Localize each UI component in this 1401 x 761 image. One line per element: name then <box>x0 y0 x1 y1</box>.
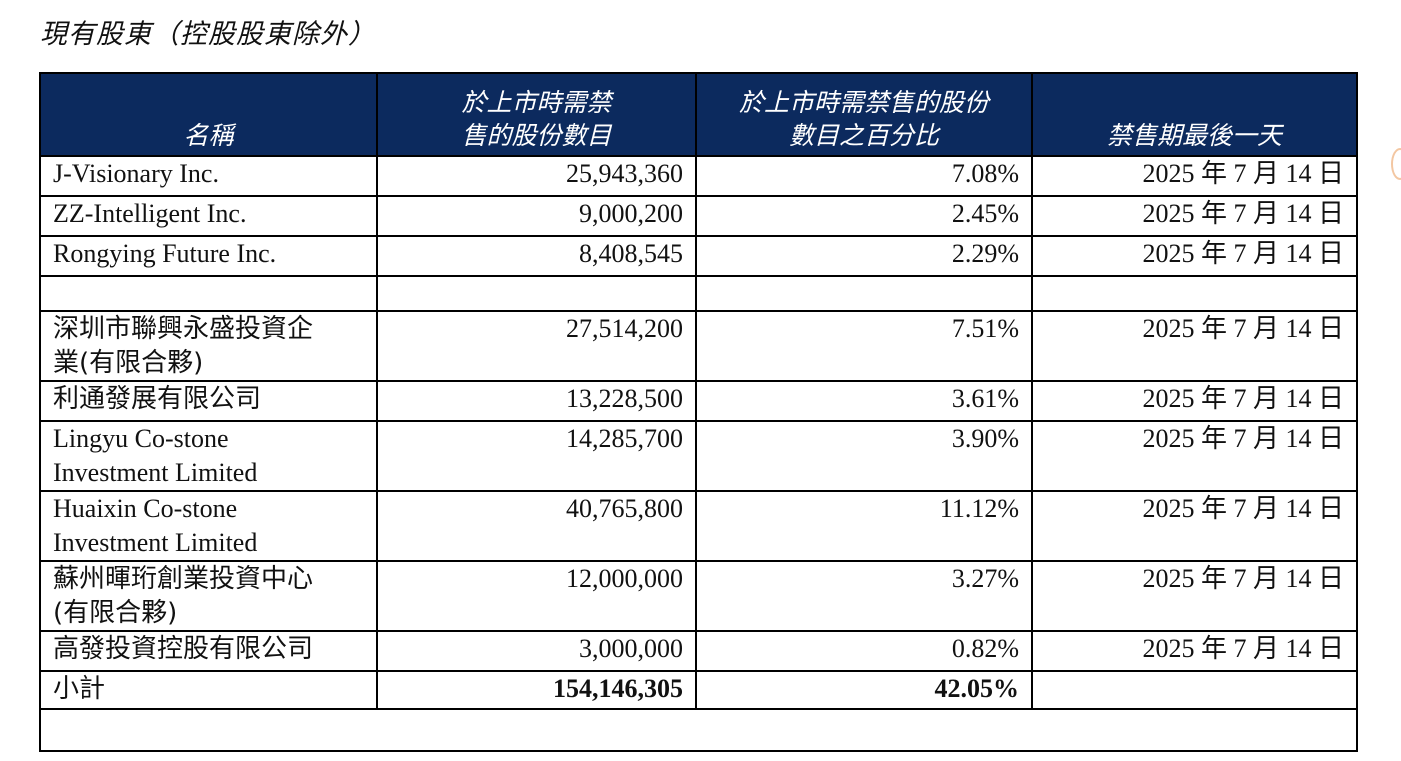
locked-shares: 12,000,000 <box>376 560 697 632</box>
shareholder-name: J-Visionary Inc. <box>39 155 378 197</box>
locked-percentage: 2.29% <box>695 235 1033 277</box>
shareholder-name: 利通發展有限公司 <box>39 380 378 422</box>
shareholder-name: 深圳市聯興永盛投資企 業(有限合夥) <box>39 310 378 382</box>
locked-shares: 9,000,200 <box>376 195 697 237</box>
shareholder-name: ZZ-Intelligent Inc. <box>39 195 378 237</box>
subtotal-percentage: 42.05% <box>695 670 1033 710</box>
table-row: 深圳市聯興永盛投資企 業(有限合夥) 27,514,200 7.51% 2025… <box>39 310 1358 382</box>
lock-up-end-date: 2025 年 7 月 14 日 <box>1031 235 1358 277</box>
blank-cell <box>1031 275 1358 312</box>
locked-percentage: 11.12% <box>695 490 1033 562</box>
lock-up-end-date: 2025 年 7 月 14 日 <box>1031 310 1358 382</box>
shareholder-name-line1: 深圳市聯興永盛投資企 <box>53 314 314 344</box>
shareholder-name: 蘇州暉珩創業投資中心 (有限合夥) <box>39 560 378 632</box>
blank-cell <box>39 275 378 312</box>
lock-up-end-date: 2025 年 7 月 14 日 <box>1031 490 1358 562</box>
locked-shares: 14,285,700 <box>376 420 697 492</box>
lock-up-end-date: 2025 年 7 月 14 日 <box>1031 630 1358 672</box>
shareholder-name-line1: Lingyu Co-stone <box>53 424 229 453</box>
page-edge-mark-icon <box>1391 148 1401 180</box>
shareholder-name-line2: Investment Limited <box>53 458 258 487</box>
shareholder-name: Huaixin Co-stone Investment Limited <box>39 490 378 562</box>
locked-shares: 8,408,545 <box>376 235 697 277</box>
lock-up-end-date: 2025 年 7 月 14 日 <box>1031 560 1358 632</box>
table-row: ZZ-Intelligent Inc. 9,000,200 2.45% 2025… <box>39 195 1358 237</box>
table-row: J-Visionary Inc. 25,943,360 7.08% 2025 年… <box>39 155 1358 197</box>
lock-up-end-date: 2025 年 7 月 14 日 <box>1031 420 1358 492</box>
shareholder-name: Rongying Future Inc. <box>39 235 378 277</box>
header-last-day: 禁售期最後一天 <box>1031 72 1358 157</box>
locked-percentage: 3.61% <box>695 380 1033 422</box>
shareholder-name-line1: Huaixin Co-stone <box>53 494 238 523</box>
locked-percentage: 7.08% <box>695 155 1033 197</box>
locked-shares: 25,943,360 <box>376 155 697 197</box>
shareholder-name-line2: (有限合夥) <box>53 598 178 628</box>
locked-percentage: 2.45% <box>695 195 1033 237</box>
shareholder-name: Lingyu Co-stone Investment Limited <box>39 420 378 492</box>
locked-percentage: 3.90% <box>695 420 1033 492</box>
shareholder-name-line1: 蘇州暉珩創業投資中心 <box>53 564 314 594</box>
header-shares: 於上市時需禁 售的股份數目 <box>376 72 697 157</box>
lock-up-table: 名稱 於上市時需禁 售的股份數目 於上市時需禁售的股份 數目之百分比 禁售期最後… <box>39 72 1358 752</box>
locked-shares: 13,228,500 <box>376 380 697 422</box>
blank-row <box>39 275 1358 312</box>
shareholder-name-line2: 業(有限合夥) <box>53 348 204 378</box>
header-pct-line2: 數目之百分比 <box>788 121 939 150</box>
section-title: 現有股東（控股股東除外） <box>40 19 376 50</box>
subtotal-row: 小計 154,146,305 42.05% <box>39 670 1358 710</box>
blank-cell <box>695 275 1033 312</box>
table-row: Rongying Future Inc. 8,408,545 2.29% 202… <box>39 235 1358 277</box>
table-row: Huaixin Co-stone Investment Limited 40,7… <box>39 490 1358 562</box>
lock-up-end-date: 2025 年 7 月 14 日 <box>1031 195 1358 237</box>
subtotal-empty-cell <box>1031 670 1358 710</box>
subtotal-shares: 154,146,305 <box>376 670 697 710</box>
table-row: 蘇州暉珩創業投資中心 (有限合夥) 12,000,000 3.27% 2025 … <box>39 560 1358 632</box>
trailing-cell <box>39 708 1358 752</box>
header-shares-line1: 於上市時需禁 <box>461 88 612 117</box>
locked-shares: 40,765,800 <box>376 490 697 562</box>
table-header-row: 名稱 於上市時需禁 售的股份數目 於上市時需禁售的股份 數目之百分比 禁售期最後… <box>39 72 1358 157</box>
blank-cell <box>376 275 697 312</box>
subtotal-label: 小計 <box>39 670 378 710</box>
locked-percentage: 0.82% <box>695 630 1033 672</box>
lock-up-end-date: 2025 年 7 月 14 日 <box>1031 155 1358 197</box>
locked-percentage: 7.51% <box>695 310 1033 382</box>
locked-percentage: 3.27% <box>695 560 1033 632</box>
shareholder-name: 高發投資控股有限公司 <box>39 630 378 672</box>
locked-shares: 27,514,200 <box>376 310 697 382</box>
header-name: 名稱 <box>39 72 378 157</box>
trailing-row <box>39 708 1358 752</box>
header-percentage: 於上市時需禁售的股份 數目之百分比 <box>695 72 1033 157</box>
header-pct-line1: 於上市時需禁售的股份 <box>738 88 989 117</box>
shareholder-name-line2: Investment Limited <box>53 528 258 557</box>
locked-shares: 3,000,000 <box>376 630 697 672</box>
lock-up-end-date: 2025 年 7 月 14 日 <box>1031 380 1358 422</box>
table-row: 利通發展有限公司 13,228,500 3.61% 2025 年 7 月 14 … <box>39 380 1358 422</box>
table-row: 高發投資控股有限公司 3,000,000 0.82% 2025 年 7 月 14… <box>39 630 1358 672</box>
table-row: Lingyu Co-stone Investment Limited 14,28… <box>39 420 1358 492</box>
header-shares-line2: 售的股份數目 <box>461 121 612 150</box>
